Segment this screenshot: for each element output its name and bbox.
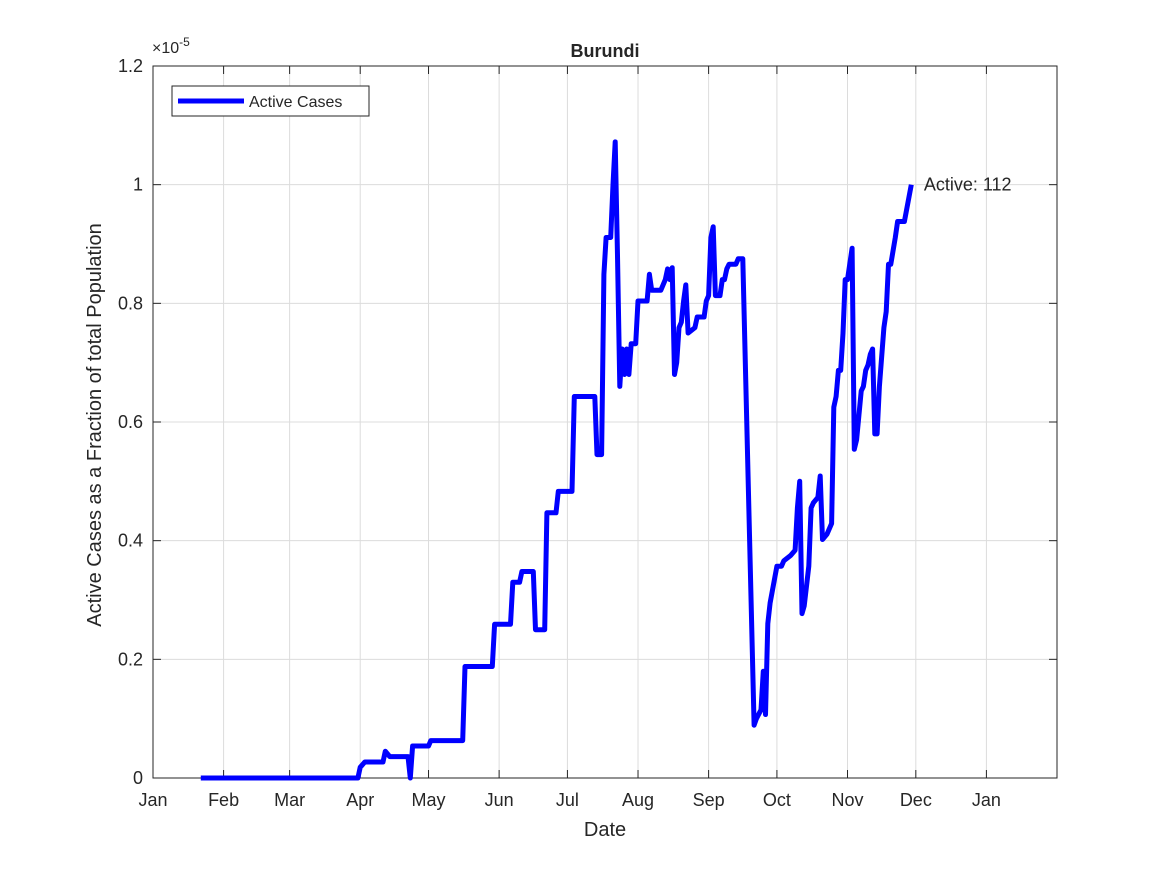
- legend-label: Active Cases: [249, 94, 342, 111]
- y-tick-label: 0.2: [118, 649, 143, 669]
- y-tick-label: 0.8: [118, 293, 143, 313]
- y-tick-label: 0: [133, 768, 143, 788]
- ticks: [152, 65, 1057, 779]
- y-tick-label: 0.6: [118, 412, 143, 432]
- x-axis-label: Date: [584, 819, 626, 841]
- x-tick-label: Jul: [556, 790, 579, 810]
- y-tick-label: 1.2: [118, 56, 143, 76]
- x-tick-label: Jun: [485, 790, 514, 810]
- x-tick-label: Feb: [208, 790, 239, 810]
- x-tick-label: Apr: [346, 790, 374, 810]
- y-axis-label: Active Cases as a Fraction of total Popu…: [84, 223, 106, 627]
- y-exponent-power: -5: [179, 35, 190, 49]
- x-tick-label: May: [412, 790, 446, 810]
- x-tick-label: Jan: [972, 790, 1001, 810]
- x-tick-label: Sep: [693, 790, 725, 810]
- tick-labels: Jan Feb Mar Apr May Jun Jul Aug Sep Oct Nov Dec Jan0…: [118, 56, 1001, 810]
- grid: [152, 65, 1057, 779]
- x-tick-label: Aug: [622, 790, 654, 810]
- y-tick-label: 0.4: [118, 531, 143, 551]
- x-tick-label: Nov: [832, 790, 864, 810]
- x-tick-label: Jan: [138, 790, 167, 810]
- x-tick-label: Mar: [274, 790, 305, 810]
- x-tick-label: Dec: [900, 790, 932, 810]
- y-exponent-label: ×10-5: [152, 35, 190, 57]
- x-tick-label: Oct: [763, 790, 791, 810]
- series-line-active-cases: [200, 139, 914, 781]
- annotation-active: Active: 112: [924, 175, 1012, 195]
- legend: Active Cases: [171, 85, 370, 117]
- chart-title: Burundi: [571, 41, 640, 61]
- y-tick-label: 1: [133, 175, 143, 195]
